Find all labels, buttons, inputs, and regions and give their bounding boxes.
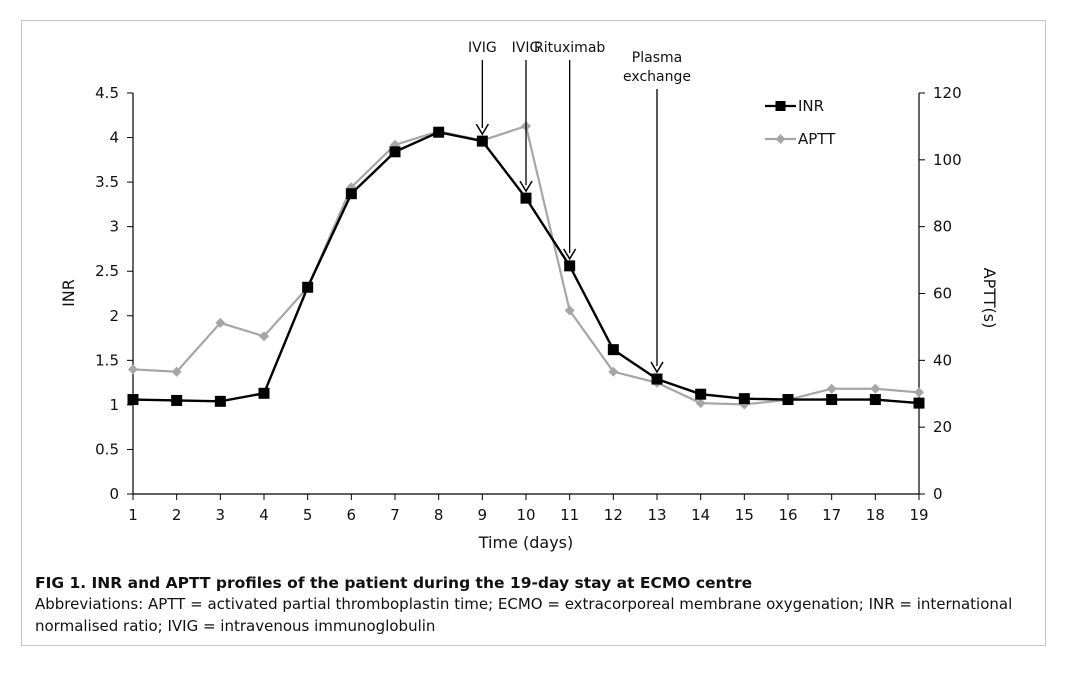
y-right-tick-label: 40 — [933, 351, 952, 369]
x-tick-label: 6 — [347, 506, 357, 524]
data-point-inr — [651, 373, 663, 385]
data-point-inr — [302, 281, 314, 293]
data-point-inr — [127, 394, 139, 406]
data-point-inr — [826, 394, 838, 406]
data-point-aptt — [826, 383, 837, 394]
annotation-2: Rituximab — [534, 40, 605, 261]
data-point-aptt — [608, 366, 619, 377]
x-tick-label: 3 — [216, 506, 226, 524]
data-point-aptt — [870, 383, 881, 394]
y-left-tick-label: 4 — [109, 129, 119, 147]
x-tick-label: 16 — [778, 506, 797, 524]
x-tick-label: 14 — [691, 506, 710, 524]
legend-label: INR — [798, 97, 824, 115]
data-point-inr — [564, 260, 576, 272]
annotation-3: Plasma exchange — [623, 50, 691, 374]
x-tick-label: 15 — [735, 506, 754, 524]
y-left-tick-label: 1.5 — [95, 351, 119, 369]
annotation-arrow-head — [563, 248, 577, 261]
data-point-inr — [738, 393, 750, 405]
x-tick-label: 19 — [909, 506, 928, 524]
x-tick-label: 5 — [303, 506, 313, 524]
data-point-aptt — [259, 331, 269, 342]
y-right-tick-label: 20 — [933, 418, 952, 436]
y-left-tick-label: 2 — [109, 307, 119, 325]
data-point-aptt — [215, 317, 226, 328]
x-tick-label: 8 — [434, 506, 444, 524]
y-left-tick-label: 0.5 — [95, 440, 119, 458]
x-tick-label: 13 — [647, 506, 666, 524]
data-point-inr — [607, 344, 619, 356]
x-tick-label: 7 — [390, 506, 400, 524]
data-point-aptt — [564, 305, 575, 316]
data-point-inr — [476, 135, 488, 147]
annotation-arrow-head — [650, 361, 664, 374]
annotation-label: Plasma — [632, 50, 682, 66]
x-tick-label: 2 — [172, 506, 182, 524]
x-tick-label: 12 — [604, 506, 623, 524]
y-left-tick-label: 3 — [109, 218, 119, 236]
x-axis-title: Time (days) — [478, 533, 574, 552]
x-tick-label: 18 — [866, 506, 885, 524]
x-tick-label: 4 — [259, 506, 269, 524]
annotation-0: IVIG — [468, 40, 497, 136]
x-tick-label: 9 — [478, 506, 488, 524]
data-point-inr — [782, 394, 794, 406]
data-point-inr — [695, 388, 707, 400]
figure-caption: FIG 1. INR and APTT profiles of the pati… — [35, 573, 1035, 637]
annotation-1: IVIG — [512, 40, 541, 193]
data-point-inr — [258, 387, 270, 399]
x-tick-label: 1 — [128, 506, 138, 524]
data-point-inr — [433, 126, 445, 138]
data-point-inr — [345, 188, 357, 200]
annotation-label: IVIG — [512, 40, 541, 56]
x-tick-label: 11 — [560, 506, 579, 524]
y-left-tick-label: 2.5 — [95, 262, 119, 280]
x-tick-label: 10 — [516, 506, 535, 524]
y-left-axis-title: INR — [59, 279, 78, 307]
legend-label: APTT — [798, 130, 836, 148]
data-point-inr — [520, 192, 532, 204]
annotation-label: exchange — [623, 69, 691, 85]
caption-text: Abbreviations: APTT = activated partial … — [35, 595, 1013, 635]
x-tick-label: 17 — [822, 506, 841, 524]
legend: INR APTT — [765, 97, 836, 148]
legend-marker — [775, 134, 786, 144]
y-right-tick-label: 60 — [933, 285, 952, 303]
y-left-tick-label: 4.5 — [95, 84, 119, 102]
y-right-tick-label: 100 — [933, 151, 962, 169]
annotation-label: IVIG — [468, 40, 497, 56]
series-inr — [127, 126, 925, 409]
y-right-tick-label: 80 — [933, 218, 952, 236]
caption-title: FIG 1. INR and APTT profiles of the pati… — [35, 574, 753, 592]
y-left-tick-label: 3.5 — [95, 173, 119, 191]
data-point-inr — [214, 395, 226, 407]
data-point-inr — [171, 394, 183, 406]
y-right-tick-label: 120 — [933, 84, 962, 102]
data-point-aptt — [914, 387, 924, 398]
figure-frame — [21, 20, 1046, 646]
legend-item-inr: INR — [765, 97, 824, 115]
y-right-tick-label: 0 — [933, 485, 943, 503]
data-point-inr — [913, 397, 925, 409]
legend-item-aptt: APTT — [765, 130, 836, 148]
legend-marker — [775, 101, 786, 111]
data-point-aptt — [695, 398, 706, 409]
data-point-aptt — [128, 364, 138, 375]
y-left-tick-label: 1 — [109, 396, 119, 414]
y-right-axis-title: APTT(s) — [980, 268, 999, 329]
y-left-tick-label: 0 — [109, 485, 119, 503]
data-point-aptt — [171, 366, 182, 377]
annotation-arrow-head — [519, 180, 533, 193]
annotation-label: Rituximab — [534, 40, 605, 56]
data-point-inr — [869, 394, 881, 406]
annotation-arrow-head — [475, 123, 489, 136]
data-point-inr — [389, 146, 401, 158]
